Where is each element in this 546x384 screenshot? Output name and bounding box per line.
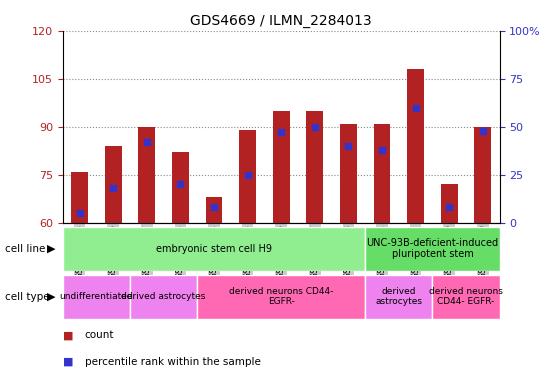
- Bar: [63, 275, 130, 319]
- Bar: [306, 111, 323, 223]
- Bar: [197, 275, 365, 319]
- Point: [478, 127, 487, 134]
- Bar: [365, 275, 432, 319]
- Bar: [273, 111, 289, 223]
- Title: GDS4669 / ILMN_2284013: GDS4669 / ILMN_2284013: [191, 14, 372, 28]
- Bar: [105, 146, 122, 223]
- Point: [143, 139, 151, 145]
- Text: UNC-93B-deficient-induced
pluripotent stem: UNC-93B-deficient-induced pluripotent st…: [366, 238, 498, 260]
- Point: [311, 124, 319, 130]
- Bar: [365, 227, 500, 271]
- Text: cell line: cell line: [5, 243, 46, 254]
- Bar: [130, 275, 197, 319]
- Bar: [239, 130, 256, 223]
- Bar: [441, 184, 458, 223]
- Point: [445, 204, 454, 210]
- Text: derived astrocytes: derived astrocytes: [121, 292, 206, 301]
- Bar: [71, 172, 88, 223]
- Point: [109, 185, 117, 191]
- Bar: [206, 197, 222, 223]
- Bar: [373, 124, 390, 223]
- Point: [243, 172, 252, 178]
- Text: derived
astrocytes: derived astrocytes: [375, 287, 422, 306]
- Text: derived neurons
CD44- EGFR-: derived neurons CD44- EGFR-: [429, 287, 503, 306]
- Text: undifferentiated: undifferentiated: [60, 292, 133, 301]
- Point: [176, 181, 185, 187]
- Text: derived neurons CD44-
EGFR-: derived neurons CD44- EGFR-: [229, 287, 334, 306]
- Point: [344, 143, 353, 149]
- Bar: [172, 152, 189, 223]
- Bar: [407, 69, 424, 223]
- Text: embryonic stem cell H9: embryonic stem cell H9: [156, 243, 272, 254]
- Point: [210, 204, 218, 210]
- Bar: [340, 124, 357, 223]
- Text: ■: ■: [63, 357, 73, 367]
- Text: percentile rank within the sample: percentile rank within the sample: [85, 357, 260, 367]
- Text: cell type: cell type: [5, 291, 50, 302]
- Bar: [63, 227, 365, 271]
- Point: [411, 104, 420, 111]
- Bar: [138, 127, 155, 223]
- Point: [378, 147, 387, 153]
- Text: ▶: ▶: [46, 243, 55, 254]
- Bar: [474, 127, 491, 223]
- Text: ▶: ▶: [46, 291, 55, 302]
- Bar: [432, 275, 500, 319]
- Point: [75, 210, 84, 216]
- Text: count: count: [85, 330, 114, 340]
- Text: ■: ■: [63, 330, 73, 340]
- Point: [277, 129, 286, 136]
